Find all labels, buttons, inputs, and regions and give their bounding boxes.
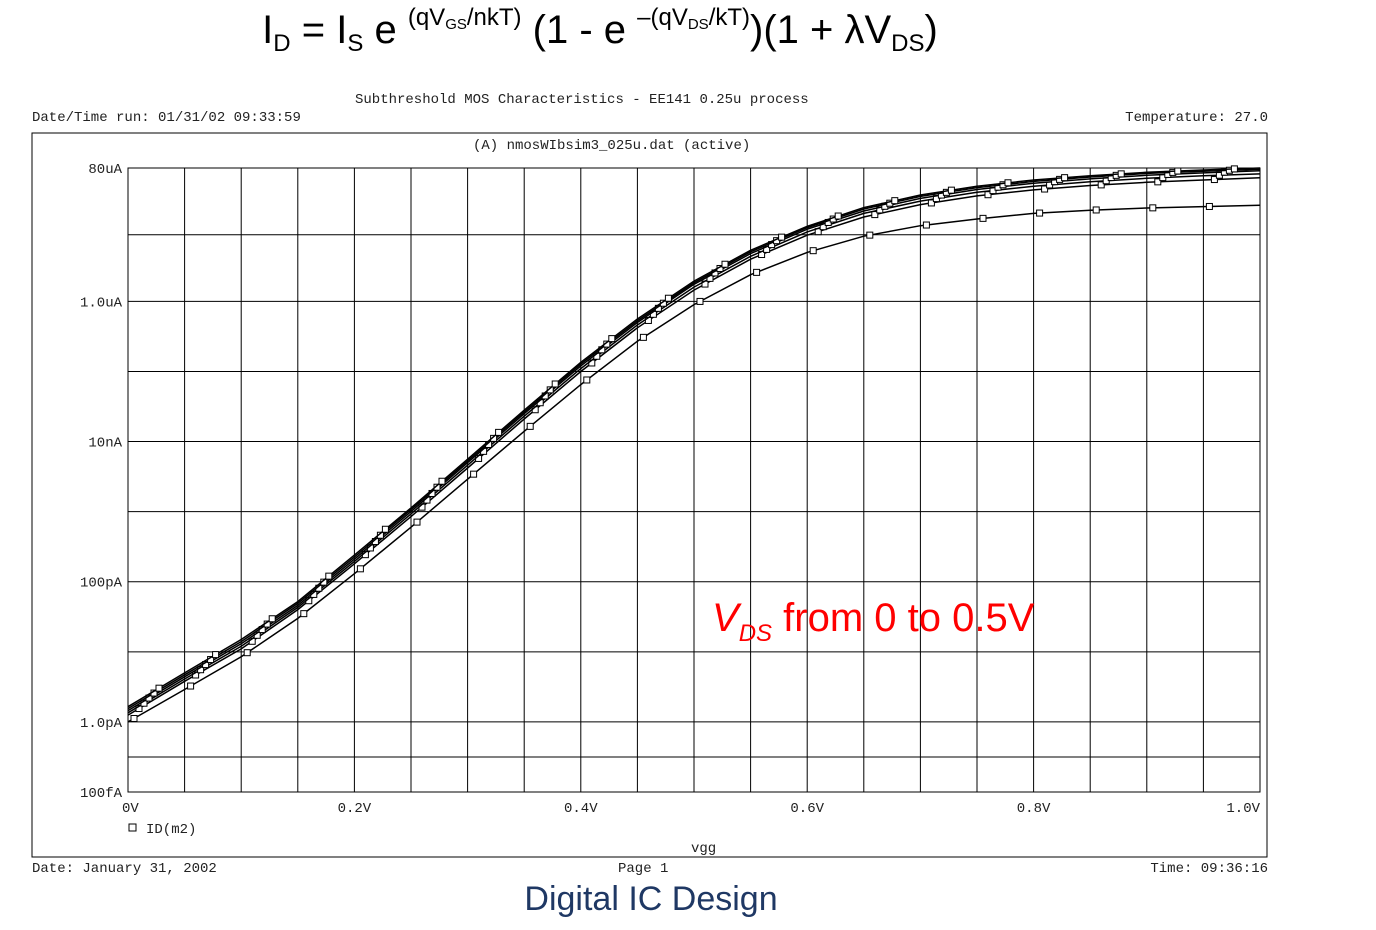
formula-e1: e: [363, 8, 408, 52]
footer-title: Digital IC Design: [524, 880, 778, 918]
x-tick-label: 0V: [122, 801, 139, 817]
formula-exp1-sub: GS: [445, 16, 467, 33]
data-point-marker: [1036, 209, 1044, 217]
series-group: [127, 165, 1261, 723]
x-tick-label: 0.8V: [1017, 801, 1051, 817]
series-line-6: [127, 167, 1261, 708]
x-tick-labels: 0V 0.2V 0.4V 0.6V 0.8V 1.0V: [122, 801, 1261, 817]
y-tick-label: 1.0pA: [80, 716, 123, 732]
y-tick-label: 80uA: [88, 162, 122, 178]
y-tick-label: 100fA: [80, 786, 123, 802]
data-point-marker: [356, 565, 364, 573]
data-point-marker: [1004, 179, 1012, 187]
data-point-marker: [639, 333, 647, 341]
x-tick-label: 0.2V: [338, 801, 372, 817]
data-point-marker: [187, 682, 195, 690]
data-point-marker: [866, 231, 874, 239]
formula-exp2-a: –(qV: [637, 4, 688, 31]
formula-end: ): [924, 8, 938, 52]
data-point-marker: [1174, 167, 1182, 175]
data-point-marker: [1205, 202, 1213, 210]
formula-exp2-b: /kT): [708, 4, 751, 31]
annotation-v: V: [712, 596, 739, 640]
data-point-marker: [1061, 174, 1069, 182]
series-line-5: [127, 168, 1261, 710]
formula-exp2-sub: DS: [687, 16, 709, 33]
data-point-marker: [947, 186, 955, 194]
formula-exp2: –(qVDS/kT): [637, 4, 751, 33]
data-point-marker: [753, 268, 761, 276]
legend-marker: [128, 823, 137, 832]
temperature: Temperature: 27.0: [1125, 110, 1268, 126]
x-tick-label: 1.0V: [1226, 801, 1260, 817]
data-point-marker: [1117, 170, 1125, 178]
legend-label: ID(m2): [146, 822, 196, 838]
formula-exp1: (qVGS/nkT): [407, 4, 522, 33]
data-point-marker: [470, 470, 478, 478]
data-point-marker: [1097, 181, 1105, 189]
plot-frame: [31, 132, 1268, 858]
data-point-marker: [268, 615, 276, 623]
formula-is-sub: S: [347, 30, 364, 57]
data-point-marker: [1210, 176, 1218, 184]
data-point-marker: [212, 651, 220, 659]
y-tick-label: 10nA: [88, 436, 122, 452]
data-point-marker: [922, 221, 930, 229]
data-point-marker: [696, 297, 704, 305]
formula-id-sub: D: [273, 30, 291, 57]
annotation-sub: DS: [738, 620, 773, 647]
formula-id: I: [262, 8, 274, 52]
formula-tail-sub: DS: [891, 30, 925, 57]
data-point-marker: [891, 197, 899, 205]
data-point-marker: [413, 518, 421, 526]
data-point-marker: [155, 684, 163, 692]
data-point-marker: [1154, 178, 1162, 186]
data-point-marker: [325, 572, 333, 580]
formula-tail: )(1 + λV: [750, 8, 892, 52]
data-point-marker: [243, 649, 251, 657]
x-axis-label: vgg: [691, 841, 716, 857]
chart-title: Subthreshold MOS Characteristics - EE141…: [355, 92, 809, 108]
data-point-marker: [583, 376, 591, 384]
data-point-marker: [526, 422, 534, 430]
footer-page: Page 1: [618, 861, 669, 877]
data-point-marker: [608, 335, 616, 343]
data-point-marker: [721, 260, 729, 268]
grid: [128, 167, 1260, 793]
data-point-marker: [438, 477, 446, 485]
series-line-1: [127, 204, 1261, 723]
file-label: (A) nmosWIbsim3_025u.dat (active): [473, 138, 751, 154]
data-point-marker: [809, 247, 817, 255]
data-point-marker: [834, 212, 842, 220]
data-point-marker: [381, 525, 389, 533]
data-point-marker: [1092, 206, 1100, 214]
data-point-marker: [664, 294, 672, 302]
footer-date: Date: January 31, 2002: [32, 861, 217, 877]
data-point-marker: [1149, 204, 1157, 212]
date-time-run: Date/Time run: 01/31/02 09:33:59: [32, 110, 301, 126]
formula-mid: (1 - e: [521, 8, 638, 52]
annotation-rest: from 0 to 0.5V: [772, 596, 1035, 640]
data-point-marker: [551, 380, 559, 388]
data-point-marker: [300, 610, 308, 618]
x-tick-label: 0.4V: [564, 801, 598, 817]
data-point-marker: [130, 714, 138, 722]
y-tick-label: 1.0uA: [80, 295, 123, 311]
formula-exp1-b: /nkT): [466, 4, 522, 31]
formula-eq: = I: [290, 8, 348, 52]
data-point-marker: [778, 233, 786, 241]
footer-time: Time: 09:36:16: [1150, 861, 1268, 877]
y-tick-labels: 80uA 1.0uA 10nA 100pA 1.0pA 100fA: [80, 162, 123, 802]
data-point-marker: [495, 428, 503, 436]
data-point-marker: [1230, 165, 1238, 173]
y-tick-label: 100pA: [80, 576, 123, 592]
formula-exp1-a: (qV: [407, 4, 446, 31]
formula: ID = IS e (qVGS/nkT) (1 - e –(qVDS/kT))(…: [0, 4, 1200, 58]
vds-annotation: VDS from 0 to 0.5V: [712, 596, 1034, 648]
data-point-marker: [979, 214, 987, 222]
x-tick-label: 0.6V: [790, 801, 824, 817]
